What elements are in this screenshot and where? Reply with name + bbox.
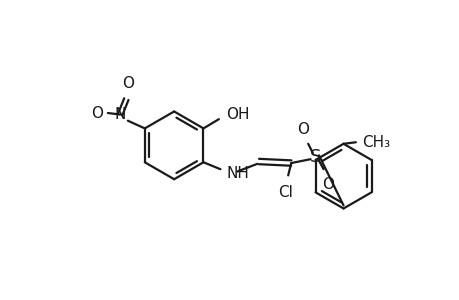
Text: O: O [322, 177, 334, 192]
Text: O: O [296, 122, 308, 137]
Text: Cl: Cl [277, 184, 292, 200]
Text: NH: NH [226, 166, 249, 181]
Text: O: O [122, 76, 134, 92]
Text: CH₃: CH₃ [361, 135, 389, 150]
Text: OH: OH [226, 107, 250, 122]
Text: N: N [114, 107, 126, 122]
Text: O: O [91, 106, 103, 121]
Text: S: S [309, 148, 321, 166]
